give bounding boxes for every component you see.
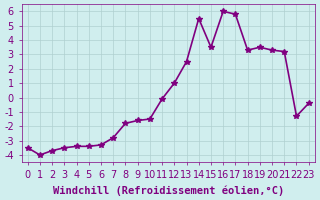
X-axis label: Windchill (Refroidissement éolien,°C): Windchill (Refroidissement éolien,°C) <box>52 185 284 196</box>
